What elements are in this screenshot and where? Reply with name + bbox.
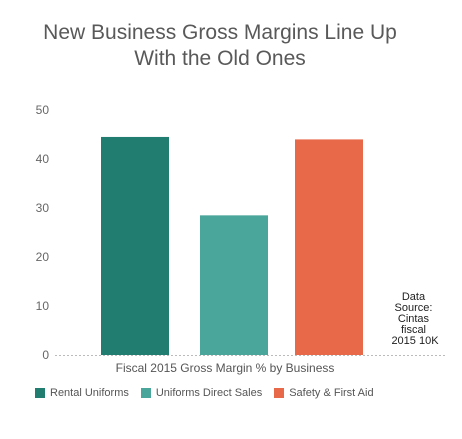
source-line-3: Cintas <box>398 313 430 325</box>
bar-rental-uniforms <box>101 136 169 355</box>
source-line-4: fiscal <box>401 324 426 336</box>
y-tick-label: 50 <box>36 103 50 117</box>
y-tick-label: 10 <box>36 299 50 313</box>
chart-title-line-1: New Business Gross Margins Line Up <box>43 21 397 44</box>
legend-swatch <box>140 388 151 398</box>
legend-label: Safety & First Aid <box>289 387 374 399</box>
legend-label: Rental Uniforms <box>50 387 129 399</box>
source-line-1: Data <box>402 291 426 303</box>
legend-label: Uniforms Direct Sales <box>155 387 263 399</box>
legend-item-safety-first-aid: Safety & First Aid <box>274 387 374 399</box>
source-line-5: 2015 10K <box>391 335 439 347</box>
y-tick-label: 40 <box>36 152 50 166</box>
legend: Rental Uniforms Uniforms Direct Sales Sa… <box>35 387 374 399</box>
y-tick-label: 30 <box>36 201 50 215</box>
y-axis: 0 10 20 30 40 50 <box>36 103 50 362</box>
chart-title-line-2: With the Old Ones <box>134 47 306 70</box>
bar-safety-first-aid <box>295 139 363 355</box>
legend-swatch <box>274 388 285 398</box>
y-tick-label: 0 <box>42 348 49 362</box>
y-tick-label: 20 <box>36 250 50 264</box>
legend-item-uniforms-direct-sales: Uniforms Direct Sales <box>140 387 263 399</box>
x-axis-label: Fiscal 2015 Gross Margin % by Business <box>116 361 335 375</box>
bar-uniforms-direct-sales <box>200 215 268 355</box>
source-line-2: Source: <box>395 302 433 314</box>
bars <box>101 136 363 355</box>
data-source-note: Data Source: Cintas fiscal 2015 10K <box>391 291 439 347</box>
legend-item-rental-uniforms: Rental Uniforms <box>35 387 129 399</box>
chart-title: New Business Gross Margins Line Up With … <box>0 20 440 72</box>
legend-swatch <box>35 388 45 398</box>
